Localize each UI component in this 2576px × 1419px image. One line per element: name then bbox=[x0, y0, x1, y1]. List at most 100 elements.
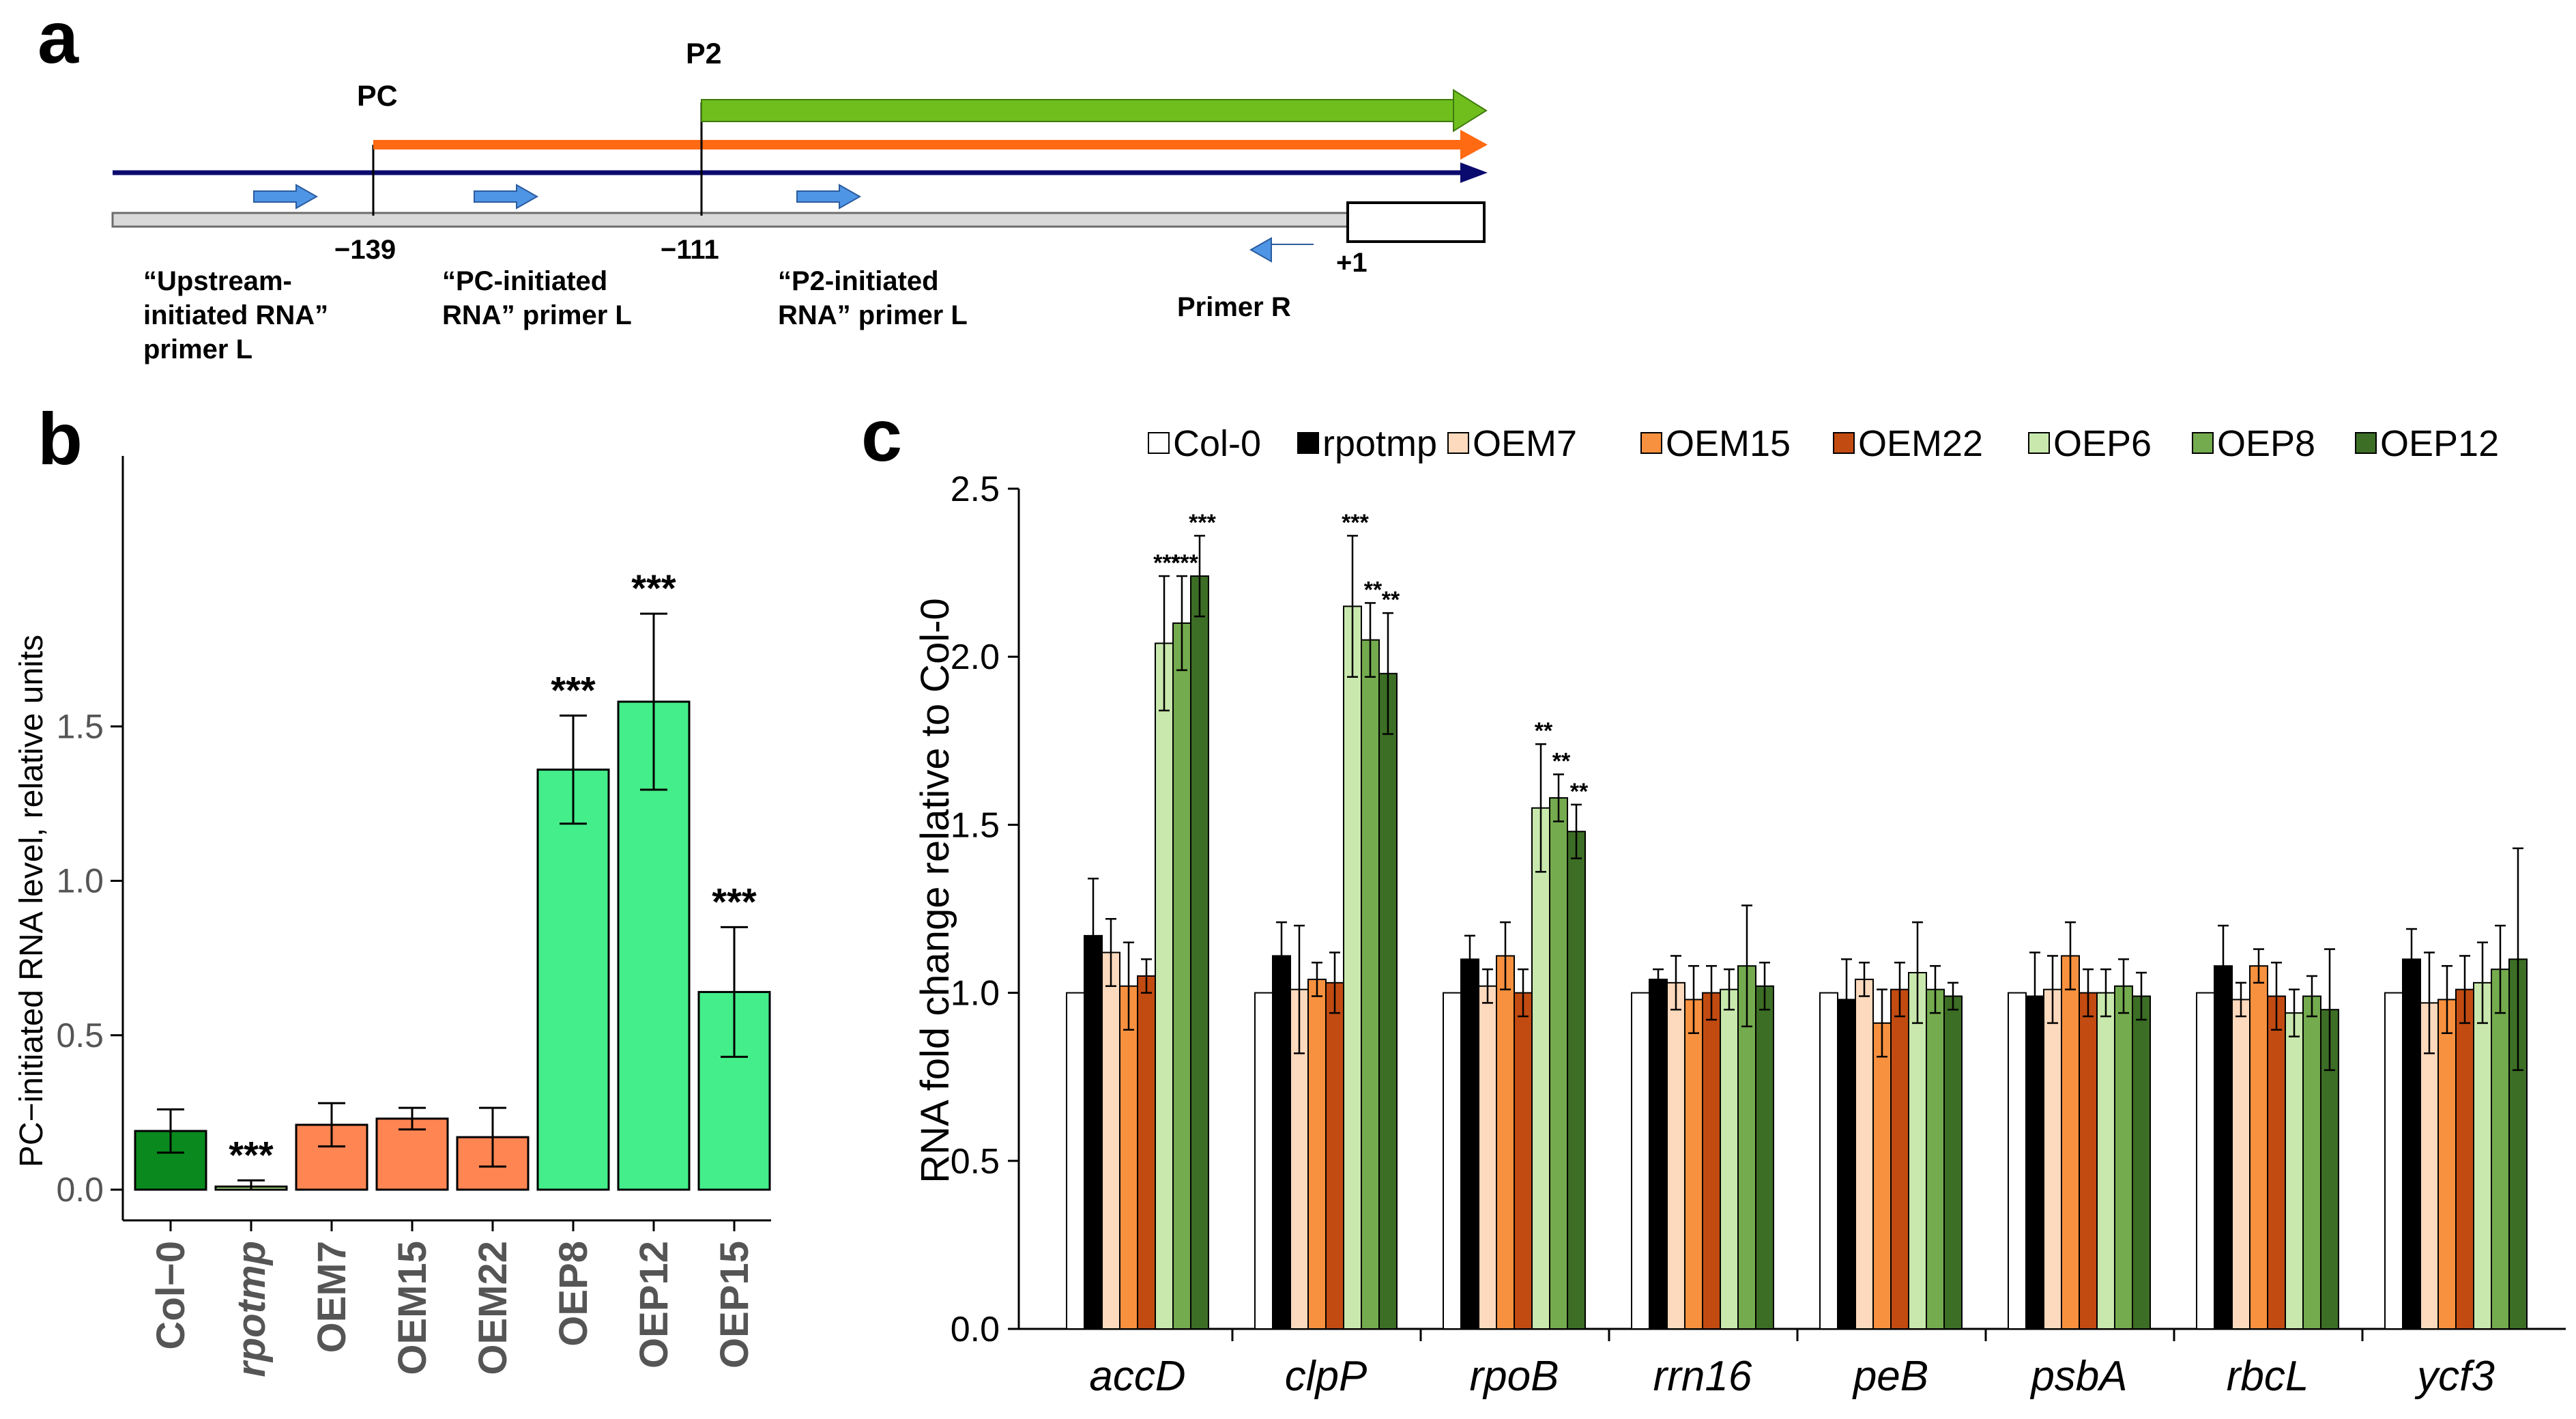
panel-c-bar-accd-oep8 bbox=[1172, 622, 1191, 1330]
panel-c-legend-swatch bbox=[1148, 432, 1170, 454]
panel-c-bar-ycf3-oep8 bbox=[2491, 969, 2510, 1330]
panel-b-x-tick-label-oep15: OEP15 bbox=[712, 1241, 757, 1368]
panel-c-legend-label: OEM22 bbox=[1858, 423, 1983, 464]
panel-c-error-bar-peb-rpotmp bbox=[1841, 958, 1852, 1041]
panel-c-y-tick-label: 0.0 bbox=[951, 1310, 1000, 1349]
panel-c-error-bar-rbcl-oep8 bbox=[2306, 975, 2317, 1018]
panel-c-error-bar-psba-oep6 bbox=[2100, 968, 2111, 1018]
panel-c-x-tick-label-ycf3: ycf3 bbox=[2414, 1353, 2495, 1400]
primer-r-arrow-icon bbox=[1249, 237, 1314, 263]
panel-c-legend-item-col-0: Col-0 bbox=[1148, 423, 1261, 464]
panel-b-y-tick-label: 1.5 bbox=[56, 707, 104, 745]
panel-c-error-bar-accd-oep6 bbox=[1159, 575, 1170, 712]
panel-b-y-tick-label: 1.0 bbox=[56, 862, 104, 900]
panel-c-chart: 0.00.51.01.52.02.5*********accD***** **cl… bbox=[951, 470, 2566, 1400]
panel-c-error-bar-psba-oem15 bbox=[2065, 921, 2076, 990]
panel-c-error-bar-rrn16-oep6 bbox=[1724, 968, 1735, 1011]
panel-c-error-bar-accd-oem22 bbox=[1141, 958, 1152, 994]
panel-c-bar-peb-col-0 bbox=[1819, 992, 1838, 1330]
panel-c-error-bar-rpob-oem22 bbox=[1518, 968, 1529, 1018]
panel-c-bar-peb-oep6 bbox=[1908, 972, 1927, 1330]
panel-c-x-tick-label-rpob: rpoB bbox=[1470, 1353, 1559, 1400]
panel-c-bar-clpp-oep6 bbox=[1343, 605, 1362, 1330]
panel-c-bar-rbcl-oep8 bbox=[2302, 995, 2321, 1330]
primer-r-label: Primer R bbox=[1177, 292, 1291, 322]
panel-c-bar-psba-oep8 bbox=[2114, 985, 2133, 1330]
primer-p2-arrow-icon bbox=[796, 184, 862, 210]
panel-b-x-tick-label-oem7: OEM7 bbox=[310, 1241, 354, 1353]
panel-c-error-bar-rbcl-oep6 bbox=[2289, 988, 2300, 1037]
panel-c-x-tick-label-rrn16: rrn16 bbox=[1653, 1353, 1752, 1400]
panel-c-y-tick-label: 2.0 bbox=[951, 637, 1000, 677]
panel-c-bar-psba-oem22 bbox=[2079, 992, 2098, 1330]
panel-c-bar-clpp-col-0 bbox=[1254, 992, 1273, 1330]
panel-c-error-bar-rrn16-oem22 bbox=[1706, 964, 1717, 1021]
panel-c-error-bar-clpp-oep8 bbox=[1365, 602, 1376, 678]
panel-c-error-bar-ycf3-oem22 bbox=[2459, 955, 2470, 1024]
panel-c-error-bar-accd-oep12 bbox=[1194, 534, 1205, 618]
panel-c-error-bar-rpob-oem15 bbox=[1500, 921, 1511, 990]
panel-c-error-bar-psba-oep12 bbox=[2136, 971, 2147, 1021]
panel-c-bar-accd-oep6 bbox=[1155, 642, 1174, 1330]
panel-c-bar-clpp-oem22 bbox=[1325, 981, 1344, 1330]
panel-c-error-bar-rpob-oep8 bbox=[1553, 773, 1564, 822]
panel-c-error-bar-psba-rpotmp bbox=[2029, 951, 2040, 1041]
panel-c-significance-rpob-oep12: ** bbox=[1570, 779, 1589, 805]
gene-box bbox=[1346, 201, 1486, 243]
panel-c-bar-rpob-oem22 bbox=[1514, 992, 1533, 1330]
panel-c-bar-accd-rpotmp bbox=[1084, 934, 1103, 1330]
panel-c-significance-clpp-oep12: ** bbox=[1382, 587, 1400, 613]
panel-b-error-bar-col-0 bbox=[157, 1108, 184, 1154]
panel-c-error-bar-ycf3-oep8 bbox=[2495, 924, 2506, 1014]
panel-c-legend-swatch bbox=[2355, 432, 2377, 454]
panel-c-legend-label: OEP6 bbox=[2053, 423, 2152, 464]
panel-c-error-bar-rbcl-oem15 bbox=[2253, 948, 2264, 984]
panel-c-bar-accd-col-0 bbox=[1066, 992, 1085, 1330]
promoter-label-pc: PC bbox=[357, 80, 398, 113]
panel-b-x-tick-label-col-0: Col−0 bbox=[149, 1241, 193, 1350]
panel-c-error-bar-accd-rpotmp bbox=[1088, 877, 1099, 994]
panel-c-bar-accd-oem7 bbox=[1101, 951, 1120, 1330]
panel-c-error-bar-ycf3-rpotmp bbox=[2406, 928, 2417, 990]
panel-c-bar-rbcl-oem22 bbox=[2267, 995, 2286, 1330]
panel-c-bar-rpob-col-0 bbox=[1443, 992, 1462, 1330]
panel-c-bar-peb-oem7 bbox=[1855, 978, 1874, 1330]
panel-c-bar-rpob-oep12 bbox=[1567, 831, 1586, 1330]
panel-c-bar-accd-oep12 bbox=[1190, 575, 1209, 1330]
panel-c-bar-psba-oep12 bbox=[2132, 995, 2151, 1330]
panel-c-x-tick-label-peb: peB bbox=[1852, 1353, 1928, 1400]
panel-c-y-axis-label: RNA fold change relative to Col-0 bbox=[913, 598, 957, 1184]
panel-c-x-tick-label-rbcl: rbcL bbox=[2227, 1353, 2309, 1400]
panel-c-error-bar-rrn16-oep8 bbox=[1741, 904, 1752, 1028]
panel-c-bar-psba-rpotmp bbox=[2025, 995, 2044, 1330]
panel-c-legend-label: Col-0 bbox=[1173, 423, 1261, 464]
panel-c-error-bar-ycf3-oep12 bbox=[2513, 847, 2523, 1072]
primer-upstream-arrow-icon bbox=[253, 184, 319, 210]
panel-b-significance-oep15: *** bbox=[712, 880, 757, 923]
panel-c-bar-accd-oem15 bbox=[1119, 985, 1138, 1330]
panel-c-bar-clpp-oem15 bbox=[1307, 978, 1327, 1330]
promoter-label-p2: P2 bbox=[686, 38, 722, 70]
panel-c-legend-swatch bbox=[2192, 432, 2214, 454]
panel-c-error-bar-ycf3-oem7 bbox=[2424, 951, 2435, 1055]
panel-c-bar-rrn16-oem15 bbox=[1684, 999, 1703, 1330]
panel-c-legend: Col-0 rpotmp OEM7 OEM15 OEM22 OEP6 OEP8 OEP12 bbox=[1148, 423, 2499, 464]
panel-b-x-tick-label-rpotmp: rpotmp bbox=[229, 1241, 274, 1377]
panel-c-bar-clpp-oep12 bbox=[1378, 672, 1398, 1330]
panel-c-error-bar-clpp-oep12 bbox=[1383, 612, 1393, 735]
panel-c-legend-swatch bbox=[1297, 432, 1319, 454]
position-label-139: −139 bbox=[334, 235, 396, 265]
panel-c-legend-swatch bbox=[1447, 432, 1469, 454]
panel-b-y-tick-label: 0.0 bbox=[56, 1171, 104, 1209]
panel-c-error-bar-psba-oem22 bbox=[2083, 968, 2094, 1018]
panel-c-error-bar-rbcl-oep12 bbox=[2324, 948, 2335, 1072]
panel-c-error-bar-clpp-oem22 bbox=[1329, 951, 1340, 1014]
panel-c-bar-rpob-oem7 bbox=[1478, 985, 1497, 1330]
panel-c-bar-accd-oem22 bbox=[1137, 975, 1156, 1330]
panel-c-error-bar-rpob-oep6 bbox=[1535, 743, 1546, 873]
panel-b-error-bar-rpotmp bbox=[237, 1179, 265, 1191]
panel-c-error-bar-accd-oem7 bbox=[1105, 918, 1116, 988]
panel-b-error-bar-oep8 bbox=[560, 714, 587, 825]
panel-c-significance-clpp-oep6: *** bbox=[1342, 510, 1369, 536]
